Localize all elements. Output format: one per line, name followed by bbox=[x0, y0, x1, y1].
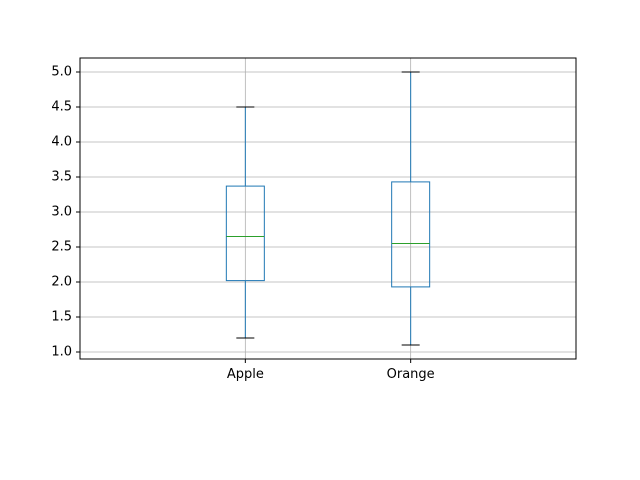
y-tick-label: 4.5 bbox=[51, 100, 72, 115]
y-tick-label: 3.5 bbox=[51, 170, 72, 185]
axes-frame bbox=[79, 57, 577, 360]
x-axis: Apple Orange bbox=[227, 359, 435, 382]
y-tick-label: 3.0 bbox=[51, 205, 72, 220]
box-group-orange bbox=[391, 71, 431, 346]
y-tick-label: 1.5 bbox=[51, 310, 72, 325]
x-tick-label: Apple bbox=[227, 367, 264, 382]
iqr-box bbox=[391, 181, 431, 288]
box-group-apple bbox=[225, 106, 265, 339]
y-tick-label: 1.0 bbox=[51, 345, 72, 360]
y-tick-label: 2.0 bbox=[51, 275, 72, 290]
x-tick-label: Orange bbox=[387, 367, 435, 382]
y-tick-label: 4.0 bbox=[51, 135, 72, 150]
y-axis: 1.0 1.5 2.0 2.5 3.0 3.5 4.0 4.5 5.0 bbox=[51, 65, 80, 360]
boxes bbox=[225, 71, 431, 346]
iqr-box bbox=[225, 185, 265, 282]
grid-lines bbox=[80, 58, 576, 359]
y-tick-label: 5.0 bbox=[51, 65, 72, 80]
y-tick-label: 2.5 bbox=[51, 240, 72, 255]
